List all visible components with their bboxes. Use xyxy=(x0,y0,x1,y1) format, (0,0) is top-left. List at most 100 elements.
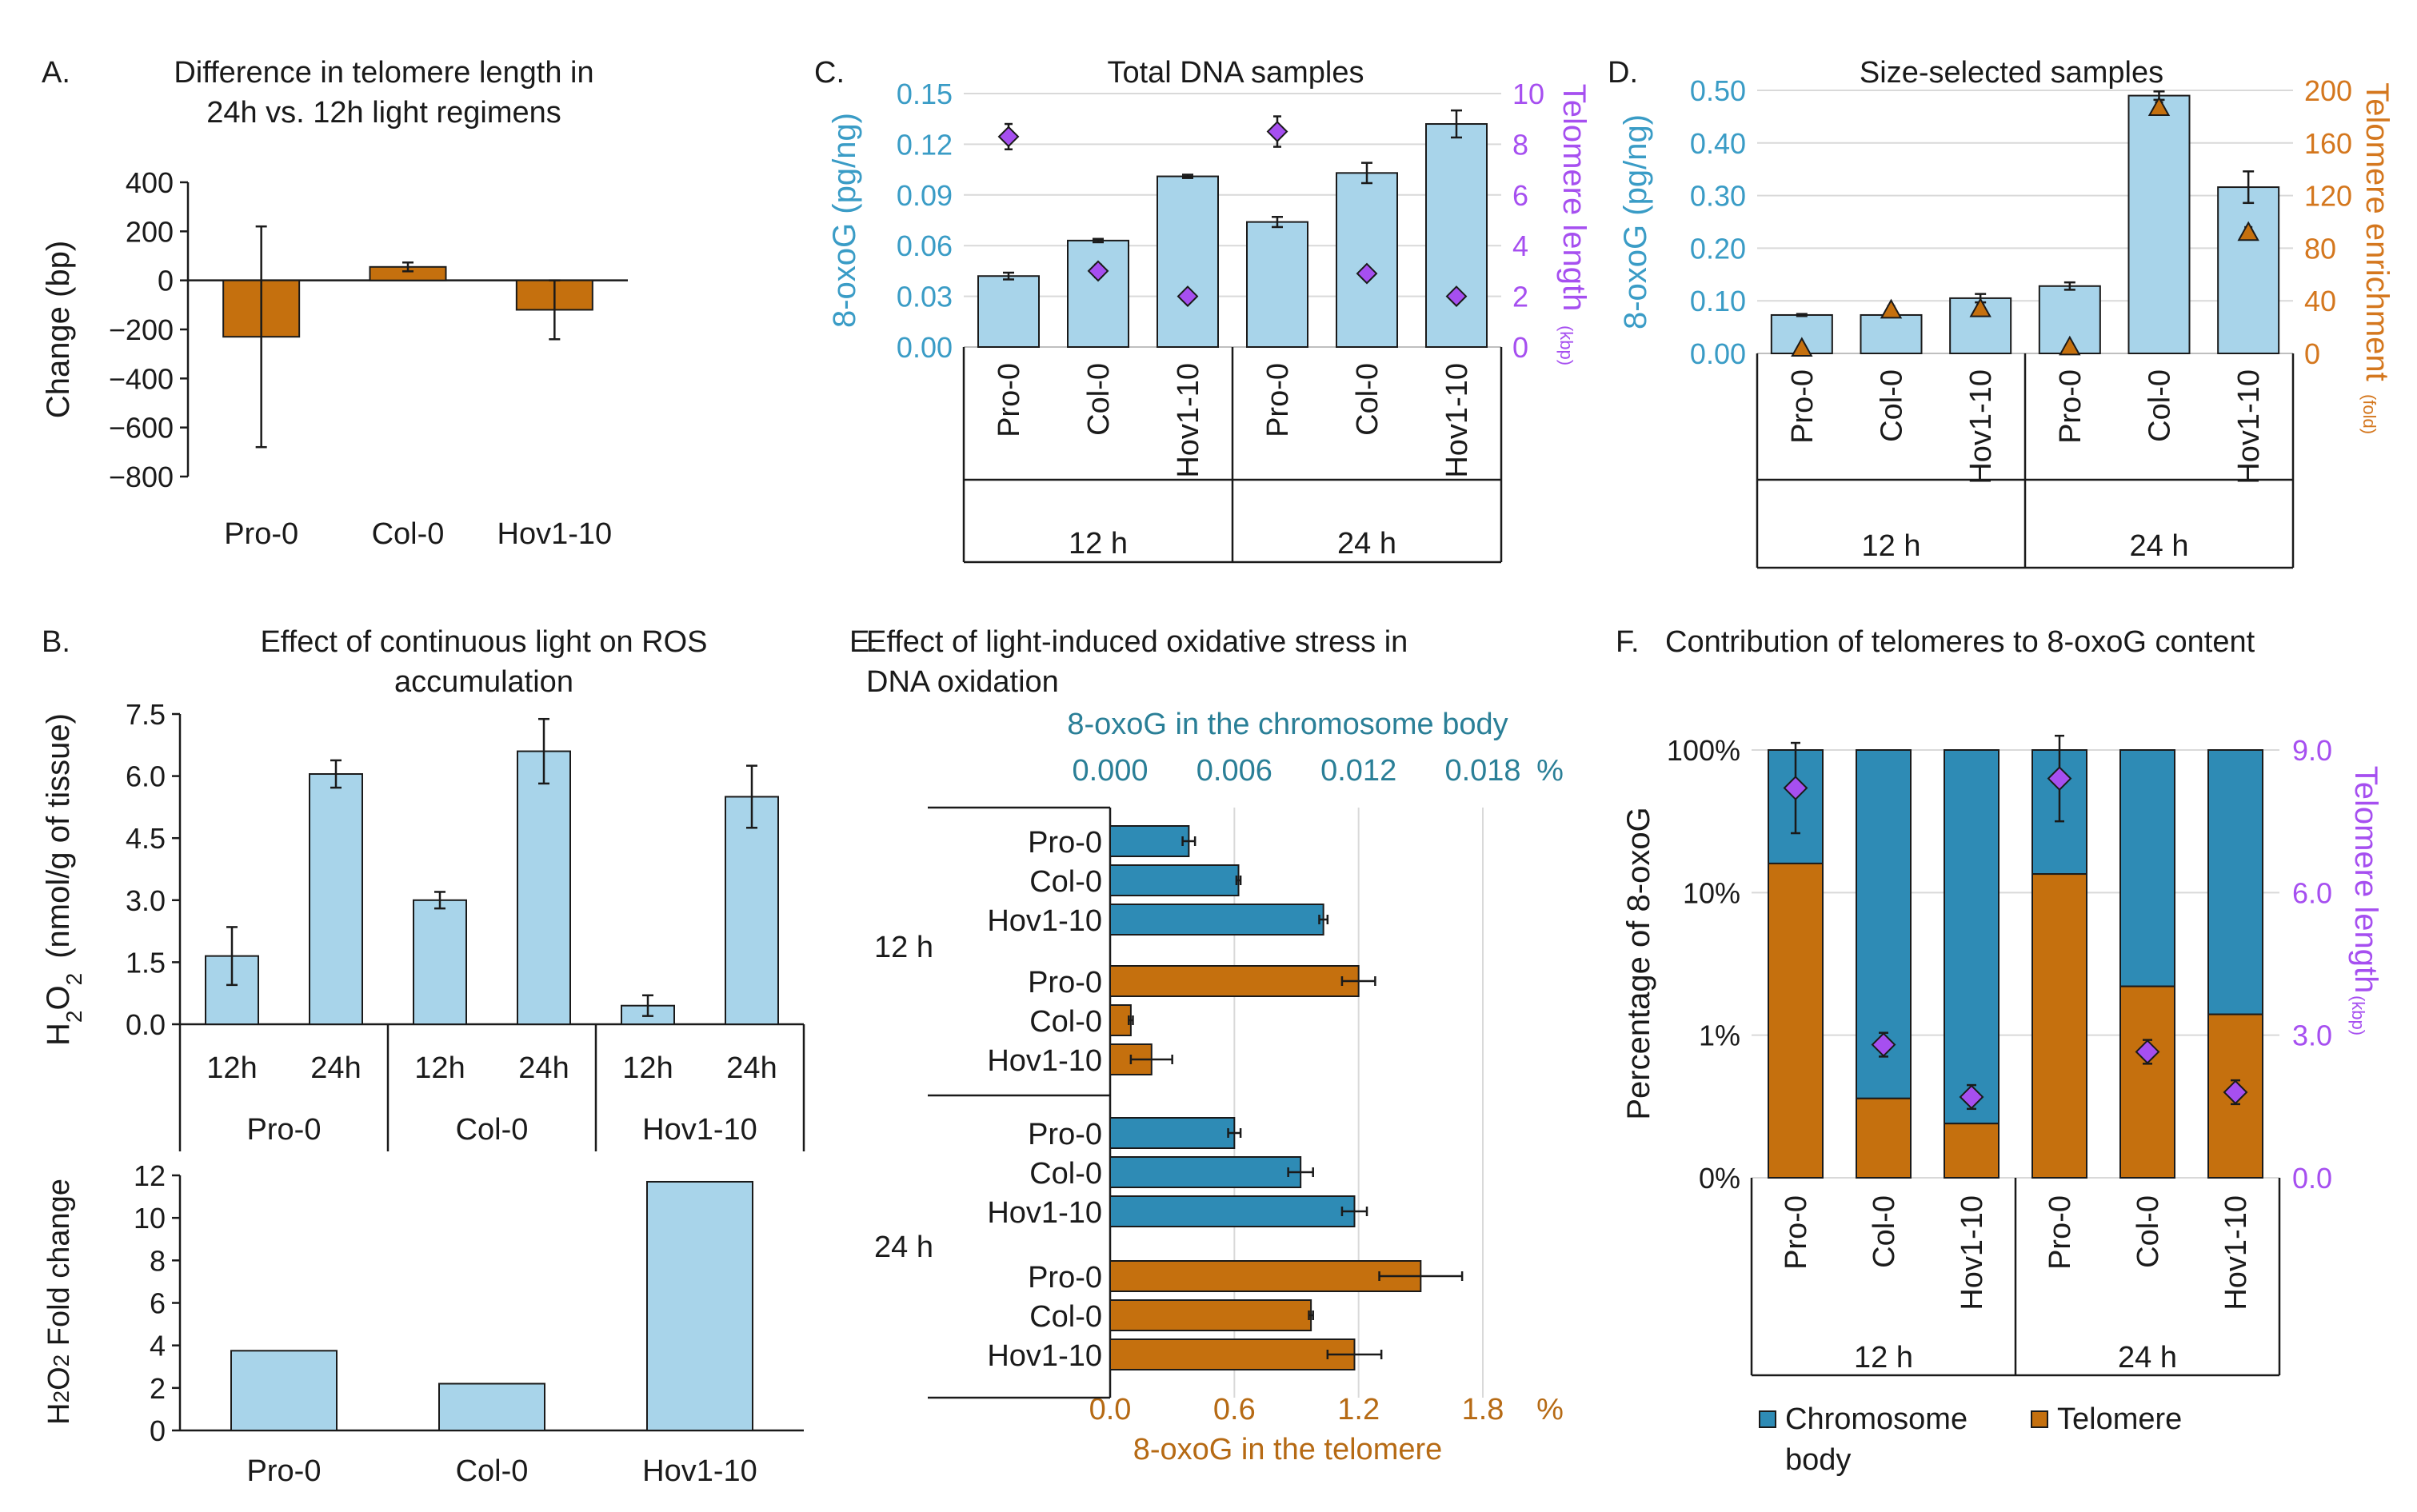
y-tick-label-right: 2 xyxy=(1512,281,1528,313)
bottom-tick-label: 1.8 xyxy=(1462,1393,1504,1426)
y-axis-label-left: 8-oxoG (pg/ng) xyxy=(1618,114,1653,329)
y-tick-label-right: 9.0 xyxy=(2292,734,2332,767)
bar xyxy=(646,1180,753,1431)
y-tick-label: 4 xyxy=(150,1330,166,1362)
x-tick-label: Pro-0 xyxy=(2043,1195,2077,1270)
bar xyxy=(2127,94,2191,355)
y-tick-label: −600 xyxy=(109,412,174,445)
error-bar xyxy=(1227,1128,1242,1138)
chromosome-body-segment xyxy=(2119,749,2175,987)
bar xyxy=(230,1350,338,1431)
y-tick-label-left: 0% xyxy=(1699,1162,1740,1195)
enrichment-marker xyxy=(1791,337,1813,357)
group-label: 24 h xyxy=(874,1231,933,1264)
y-tick-label: 8 xyxy=(150,1244,166,1277)
y-axis-label-part: 2 xyxy=(62,1011,86,1023)
error-bar xyxy=(1128,1015,1134,1025)
error-bar xyxy=(642,994,653,1017)
y-tick-label-right: 6 xyxy=(1512,179,1528,212)
error-bar xyxy=(1326,1350,1383,1359)
group-label: Pro-0 xyxy=(247,1113,322,1147)
y-tick-label-right: 40 xyxy=(2304,285,2336,317)
telomere-length-marker xyxy=(1871,1032,1896,1057)
x-tick-label: Col-0 xyxy=(2131,1195,2165,1268)
x-tick-label: Col-0 xyxy=(456,1454,529,1488)
y-tick-label: 6.0 xyxy=(126,760,166,793)
error-bar xyxy=(746,764,757,829)
bar xyxy=(1949,297,2012,354)
bar xyxy=(977,275,1040,348)
chart-title: Difference in telomere length in xyxy=(174,56,593,90)
x-tick-label: Hov1-10 xyxy=(2219,1195,2253,1311)
telomere-length-marker xyxy=(1959,1084,1984,1110)
telomere-bar xyxy=(1109,1260,1422,1292)
y-axis-label-left: 8-oxoG (pg/ng) xyxy=(827,113,862,328)
y-tick-label-left: 0.15 xyxy=(897,78,953,110)
y-axis-label-part: H xyxy=(41,1023,76,1046)
panel-label: C. xyxy=(814,56,845,90)
chart-title: 24h vs. 12h light regimens xyxy=(206,96,561,130)
y-axis-label-part: (nmol/g of tissue) xyxy=(41,713,76,959)
error-bar xyxy=(1340,976,1376,986)
y-axis-label-right: Telomere length xyxy=(2348,766,2383,994)
x-tick-label: Col-0 xyxy=(1351,363,1384,436)
bar-error xyxy=(2063,281,2075,291)
bar xyxy=(1157,175,1219,348)
y-tick-label-left: 0.20 xyxy=(1690,232,1746,265)
y-axis-label: Change (bp) xyxy=(41,241,76,418)
x-tick-label: Pro-0 xyxy=(1780,1195,1813,1270)
top-tick-label: 0.000 xyxy=(1072,754,1148,788)
body-bar xyxy=(1109,1117,1236,1149)
bar xyxy=(1425,123,1488,348)
y-tick-label-right: 4 xyxy=(1512,229,1528,262)
y-tick-label-right: 0.0 xyxy=(2292,1162,2332,1195)
bottom-axis-unit: % xyxy=(1536,1393,1564,1426)
body-bar xyxy=(1109,1156,1302,1188)
error-bar xyxy=(1287,1167,1314,1177)
x-tick-label: Hov1-10 xyxy=(1172,363,1205,478)
bottom-tick-label: 0.6 xyxy=(1213,1393,1256,1426)
telomere-marker xyxy=(1445,285,1468,308)
y-axis-label-part: 2 xyxy=(49,1354,74,1367)
legend-label: body xyxy=(1785,1443,1851,1477)
y-tick-label: −800 xyxy=(109,461,174,493)
y-axis-label-part: Fold change xyxy=(42,1179,76,1354)
y-tick-label-right: 0 xyxy=(1512,331,1528,364)
error-bar xyxy=(1318,915,1329,924)
y-axis-label-left: Percentage of 8-oxoG xyxy=(1621,807,1656,1119)
x-tick-label: Pro-0 xyxy=(993,363,1026,437)
x-tick-label: 24h xyxy=(518,1051,569,1085)
legend-swatch-body xyxy=(1759,1410,1776,1428)
y-tick-label-left: 0.00 xyxy=(897,331,953,364)
x-tick-label: Hov1-10 xyxy=(1964,369,1998,485)
row-label: Pro-0 xyxy=(1028,1118,1102,1151)
y-tick-label-right: 160 xyxy=(2304,127,2352,160)
group-label: 24 h xyxy=(2130,529,2189,563)
body-bar xyxy=(1109,1195,1356,1227)
x-tick-label: Hov1-10 xyxy=(2232,369,2266,485)
bar xyxy=(1336,172,1398,348)
y-tick-label: 7.5 xyxy=(126,698,166,731)
row-label: Pro-0 xyxy=(1028,826,1102,860)
y-tick-label-left: 0.50 xyxy=(1690,74,1746,107)
bar xyxy=(517,750,571,1025)
enrichment-marker xyxy=(2147,96,2171,116)
x-tick-label: Hov1-10 xyxy=(1956,1195,1989,1311)
telomere-segment xyxy=(2031,873,2087,1179)
telomere-length-marker xyxy=(2223,1079,2248,1105)
body-bar xyxy=(1109,904,1324,936)
telomere-marker xyxy=(1356,262,1378,285)
y-tick-label-right: 10 xyxy=(1512,78,1544,110)
group-label: Col-0 xyxy=(456,1113,529,1147)
x-tick-label: 24h xyxy=(726,1051,777,1085)
y-tick-label-left: 0.10 xyxy=(1690,285,1746,317)
y-axis-unit-right: (kbp) xyxy=(1556,325,1576,365)
bar xyxy=(413,899,467,1026)
y-tick-label: 2 xyxy=(150,1372,166,1405)
y-tick-label: 0 xyxy=(158,265,174,297)
body-bar xyxy=(1109,825,1190,857)
y-axis-label-part: H xyxy=(42,1402,76,1424)
y-tick-label-left: 0.03 xyxy=(897,281,953,313)
error-bar xyxy=(330,759,342,789)
bar-error xyxy=(1361,162,1372,185)
